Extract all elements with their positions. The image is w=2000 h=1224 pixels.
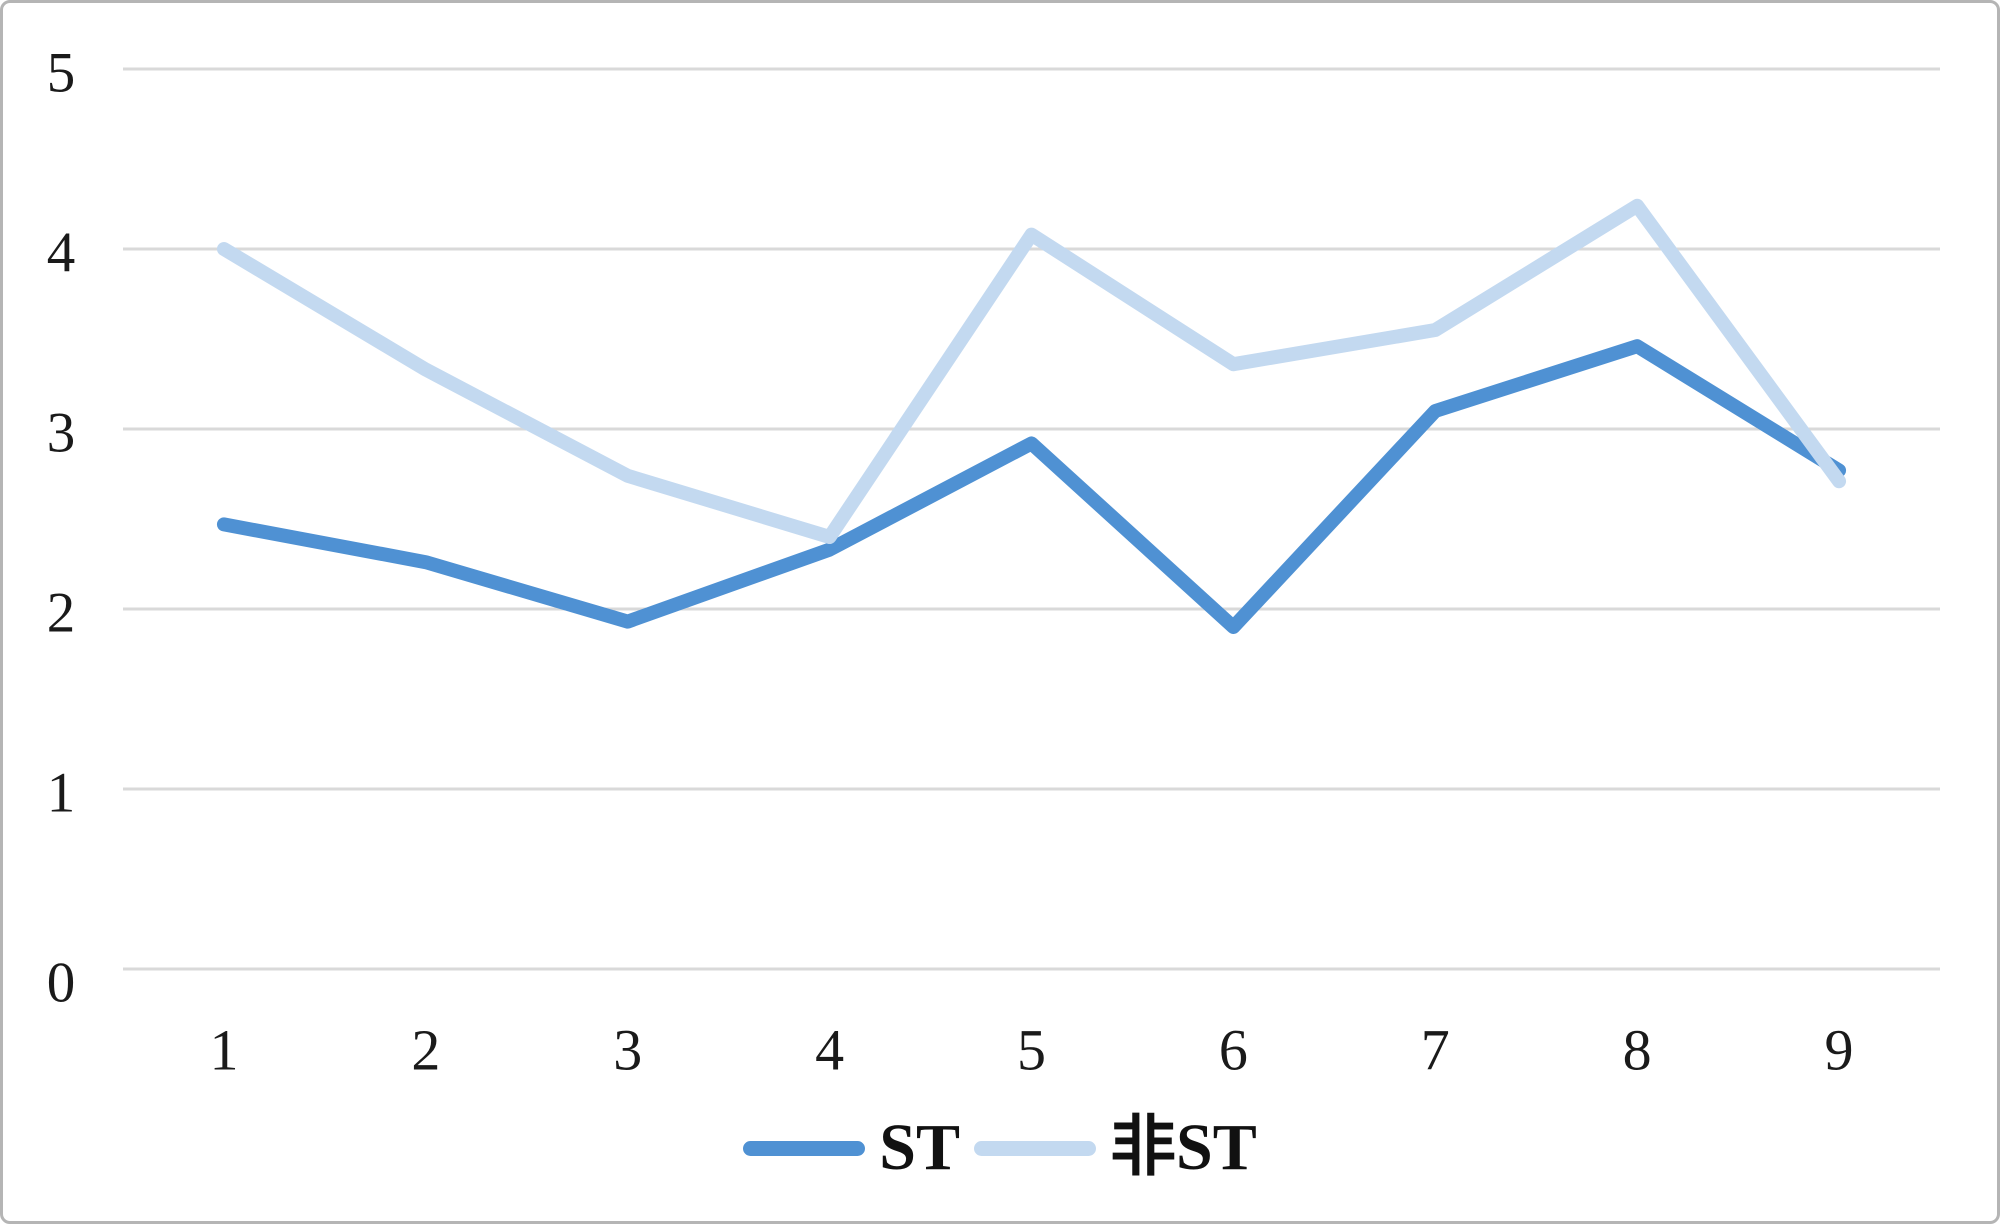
y-axis-tick-label: 5 — [47, 42, 76, 105]
x-axis-tick-label: 5 — [1017, 1018, 1046, 1083]
line-chart-svg: 0 1 2 3 4 5 1 2 3 4 5 6 7 8 9 — [47, 42, 1940, 1083]
x-axis-tick-label: 6 — [1219, 1018, 1248, 1083]
x-axis-tick-label: 4 — [815, 1018, 844, 1083]
legend-item-st: ST — [743, 1115, 960, 1181]
x-axis-tick-label: 9 — [1825, 1018, 1854, 1083]
x-axis-tick-label: 1 — [209, 1018, 238, 1083]
x-axis-tick-label: 3 — [613, 1018, 642, 1083]
legend-swatch-fei-st-icon — [974, 1140, 1096, 1156]
y-axis-tick-label: 0 — [47, 952, 76, 1015]
legend-label-fei-st: 非ST — [1110, 1111, 1257, 1184]
y-axis-tick-label: 4 — [47, 222, 76, 285]
legend-swatch-st-icon — [743, 1140, 866, 1156]
x-axis-tick-label: 8 — [1623, 1018, 1652, 1083]
series-line-st — [216, 339, 1847, 634]
y-axis-tick-label: 3 — [47, 402, 76, 465]
y-axis-tick-label: 1 — [47, 762, 76, 825]
x-axis-tick-label: 2 — [411, 1018, 440, 1083]
legend-item-fei-st: 非ST — [974, 1115, 1257, 1181]
chart-legend: ST 非ST — [3, 1115, 1997, 1181]
y-axis-tick-label: 2 — [47, 582, 76, 645]
series-line-fei-st — [216, 198, 1847, 544]
x-axis-tick-label: 7 — [1421, 1018, 1450, 1083]
legend-label-st: ST — [879, 1111, 960, 1184]
